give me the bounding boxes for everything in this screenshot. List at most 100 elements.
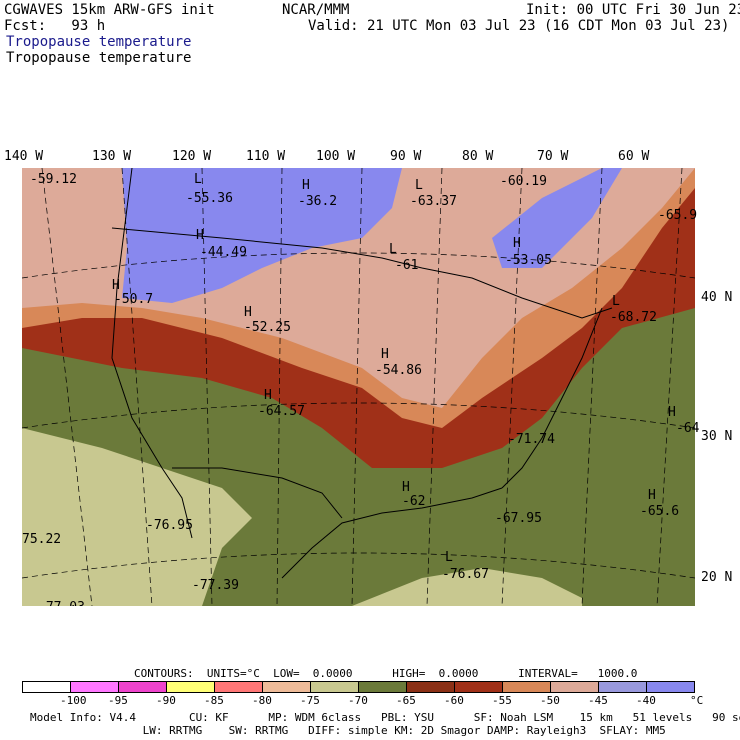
- value-label: -65.9: [658, 208, 698, 223]
- colorbar-tick: -80: [252, 694, 272, 707]
- colorbar-tick: -90: [156, 694, 176, 707]
- high-marker: H: [264, 388, 272, 403]
- colorbar-tick: -85: [204, 694, 224, 707]
- field-title-2: Tropopause temperature: [6, 50, 192, 66]
- colorbar-swatch: [551, 682, 599, 692]
- lon-label: 120 W: [172, 149, 212, 164]
- high-marker: H: [112, 278, 120, 293]
- value-label: -59.12: [30, 172, 77, 187]
- canada-border: [111, 227, 423, 269]
- value-label: -76.95: [146, 518, 193, 533]
- value-label: -64.57: [258, 404, 305, 419]
- colorbar-swatch: [599, 682, 647, 692]
- colorbar-swatch: [647, 682, 694, 692]
- colorbar-tick: -55: [492, 694, 512, 707]
- lon-label: 70 W: [537, 149, 569, 164]
- high-marker: H: [381, 347, 389, 362]
- colorbar: [22, 681, 695, 693]
- model-title: CGWAVES 15km ARW-GFS init: [4, 2, 215, 18]
- model-info-line2: LW: RRTMG SW: RRTMG DIFF: simple KM: 2D …: [30, 724, 666, 737]
- khaki-region-west: [22, 428, 252, 606]
- valid-time: Valid: 21 UTC Mon 03 Jul 23 (16 CDT Mon …: [308, 18, 730, 34]
- value-label: -63.37: [410, 194, 457, 209]
- lon-label: 140 W: [4, 149, 44, 164]
- longitude-gridlines: [41, 168, 683, 606]
- value-label: -52.25: [244, 320, 291, 335]
- value-label: -65.6: [640, 504, 680, 519]
- colorbar-tick: -100: [60, 694, 87, 707]
- lon-label: 90 W: [390, 149, 422, 164]
- forecast-hour: Fcst: 93 h: [4, 18, 106, 34]
- colorbar-swatch: [407, 682, 455, 692]
- high-marker: H: [244, 305, 252, 320]
- colorbar-swatch: [359, 682, 407, 692]
- colorbar-tick: -60: [444, 694, 464, 707]
- colorbar-swatch: [23, 682, 71, 692]
- high-marker: H: [196, 228, 204, 243]
- value-label: -67.95: [495, 511, 542, 526]
- colorbar-swatch: [215, 682, 263, 692]
- lon-label: 130 W: [92, 149, 132, 164]
- high-marker: H: [302, 178, 310, 193]
- low-marker: L: [445, 550, 453, 565]
- value-label: -55.36: [186, 191, 233, 206]
- lon-label: 110 W: [246, 149, 286, 164]
- value-label: -77.03: [38, 600, 85, 606]
- init-time: Init: 00 UTC Fri 30 Jun 23: [526, 2, 740, 18]
- contours-info: CONTOURS: UNITS=°C LOW= 0.0000 HIGH= 0.0…: [134, 667, 638, 680]
- colorbar-tick: -75: [300, 694, 320, 707]
- mexico-border: [172, 467, 343, 519]
- value-label: 75.22: [22, 532, 62, 547]
- value-label: -76.67: [442, 567, 489, 582]
- value-label: -60.19: [500, 174, 547, 189]
- colorbar-swatch: [167, 682, 215, 692]
- colorbar-tick: -50: [540, 694, 560, 707]
- colorbar-tick: -65: [396, 694, 416, 707]
- purple-region-east: [492, 168, 622, 268]
- great-lakes-border: [421, 267, 613, 319]
- high-marker: H: [402, 480, 410, 495]
- colorbar-unit: °C: [690, 694, 704, 707]
- colorbar-swatch: [71, 682, 119, 692]
- colorbar-swatch: [263, 682, 311, 692]
- model-info-line1: Model Info: V4.4 CU: KF MP: WDM 6class P…: [30, 711, 740, 724]
- value-label: -36.2: [298, 194, 338, 209]
- east-coastline: [501, 307, 603, 489]
- colorbar-swatch: [455, 682, 503, 692]
- high-marker: H: [648, 488, 656, 503]
- gulf-coastline: [281, 487, 503, 579]
- purple-region-west: [122, 168, 402, 303]
- low-marker: L: [612, 294, 620, 309]
- khaki-region-south: [352, 568, 582, 606]
- value-label: -53.05: [505, 253, 552, 268]
- lon-label: 80 W: [462, 149, 494, 164]
- colorbar-swatch: [119, 682, 167, 692]
- value-label: -54.86: [375, 363, 422, 378]
- value-label: -64: [676, 421, 700, 436]
- low-marker: L: [194, 172, 202, 187]
- high-marker: H: [513, 236, 521, 251]
- lon-label: 60 W: [618, 149, 650, 164]
- value-label: -44.49: [200, 245, 247, 260]
- low-marker: L: [389, 242, 397, 257]
- value-label: -62: [402, 494, 426, 509]
- colorbar-swatch: [311, 682, 359, 692]
- lon-label: 100 W: [316, 149, 356, 164]
- colorbar-tick: -70: [348, 694, 368, 707]
- tropopause-temperature-map: [22, 168, 695, 606]
- value-label: -68.72: [610, 310, 657, 325]
- org-label: NCAR/MMM: [282, 2, 350, 18]
- value-label: -77.39: [192, 578, 239, 593]
- value-label: -71.74: [508, 432, 555, 447]
- colorbar-tick: -45: [588, 694, 608, 707]
- colorbar-swatch: [503, 682, 551, 692]
- field-title-1: Tropopause temperature: [6, 34, 192, 50]
- lat-label: 30 N: [701, 429, 733, 444]
- west-coastline: [111, 168, 193, 539]
- lat-label: 20 N: [701, 570, 733, 585]
- high-marker: H: [668, 405, 676, 420]
- value-label: -61: [395, 258, 419, 273]
- lat-label: 40 N: [701, 290, 733, 305]
- colorbar-tick: -40: [636, 694, 656, 707]
- colorbar-tick: -95: [108, 694, 128, 707]
